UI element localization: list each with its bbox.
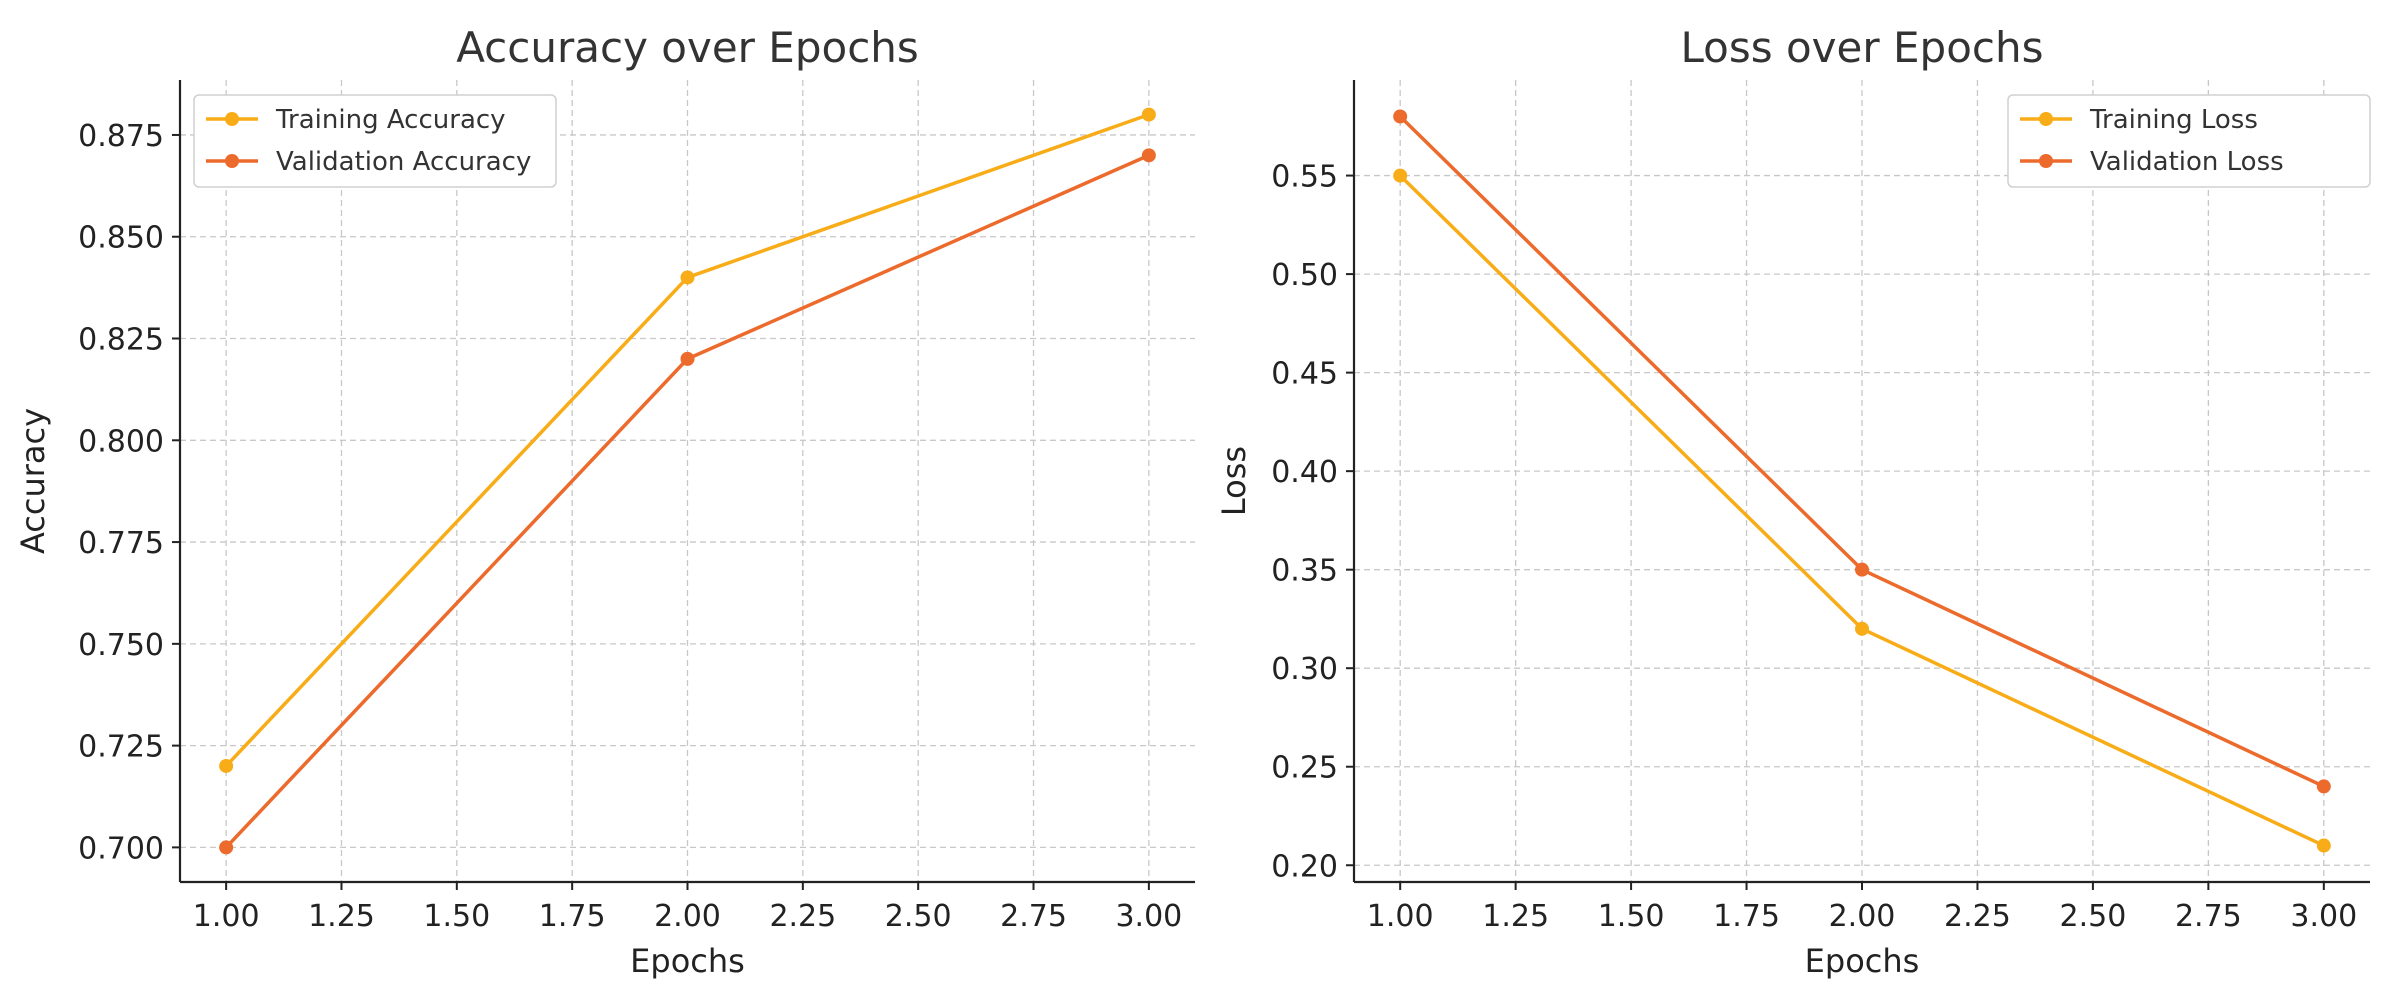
accuracy-chart-x-tick-label: 1.25 bbox=[308, 899, 375, 934]
loss-chart-y-tick-label: 0.40 bbox=[1271, 455, 1338, 490]
loss-chart-y-tick-label: 0.55 bbox=[1271, 160, 1338, 195]
accuracy-chart-x-tick-label: 2.50 bbox=[885, 899, 952, 934]
accuracy-chart-point bbox=[680, 270, 695, 285]
loss-chart-legend-label: Validation Loss bbox=[2090, 147, 2284, 177]
accuracy-chart-legend-label: Training Accuracy bbox=[275, 105, 506, 135]
accuracy-chart-y-tick-label: 0.725 bbox=[78, 730, 164, 765]
accuracy-chart-y-axis-label: Accuracy bbox=[14, 408, 52, 554]
accuracy-chart-y-tick-label: 0.700 bbox=[78, 831, 164, 866]
loss-chart-y-tick-label: 0.50 bbox=[1271, 258, 1338, 293]
accuracy-chart-legend-marker bbox=[225, 112, 239, 126]
loss-chart-legend-label: Training Loss bbox=[2089, 105, 2258, 135]
loss-chart-legend-box bbox=[2007, 94, 2371, 188]
accuracy-chart-legend-box bbox=[193, 94, 557, 188]
loss-chart-legend: Training Loss Validation Loss bbox=[2007, 94, 2371, 188]
loss-chart-x-tick-label: 1.00 bbox=[1367, 899, 1434, 934]
loss-chart-x-tick-label: 3.00 bbox=[2290, 899, 2357, 934]
loss-chart-x-tick-label: 2.25 bbox=[1944, 899, 2011, 934]
accuracy-chart-y-tick-label: 0.825 bbox=[78, 323, 164, 358]
loss-chart-point bbox=[1393, 109, 1408, 124]
loss-chart-legend-marker bbox=[2039, 112, 2053, 126]
accuracy-chart-point bbox=[1141, 107, 1156, 122]
loss-chart-x-axis-label: Epochs bbox=[1805, 942, 1920, 980]
loss-chart-point bbox=[2316, 838, 2331, 853]
loss-chart-y-axis-label: Loss bbox=[1215, 446, 1253, 516]
accuracy-chart-x-axis-label: Epochs bbox=[630, 942, 745, 980]
accuracy-chart-legend-label: Validation Accuracy bbox=[276, 147, 531, 177]
loss-chart-point bbox=[1393, 168, 1408, 183]
accuracy-chart-y-tick-label: 0.850 bbox=[78, 221, 164, 256]
accuracy-chart-x-tick-label: 1.50 bbox=[423, 899, 490, 934]
loss-chart-y-tick-label: 0.25 bbox=[1271, 751, 1338, 786]
loss-chart-y-tick-label: 0.30 bbox=[1271, 652, 1338, 687]
accuracy-chart-point bbox=[219, 840, 234, 855]
accuracy-chart-y-tick-label: 0.800 bbox=[78, 424, 164, 459]
loss-chart-title: Loss over Epochs bbox=[1681, 23, 2044, 72]
accuracy-chart-legend: Training Accuracy Validation Accuracy bbox=[193, 94, 557, 188]
accuracy-chart-title: Accuracy over Epochs bbox=[456, 23, 919, 72]
loss-chart-x-tick-label: 2.00 bbox=[1829, 899, 1896, 934]
accuracy-chart-y-tick-label: 0.775 bbox=[78, 526, 164, 561]
accuracy-chart-x-tick-label: 2.75 bbox=[1000, 899, 1067, 934]
accuracy-chart-x-tick-label: 2.00 bbox=[654, 899, 721, 934]
accuracy-chart-x-tick-label: 3.00 bbox=[1115, 899, 1182, 934]
accuracy-chart-y-tick-label: 0.875 bbox=[78, 119, 164, 154]
loss-chart-x-tick-label: 1.25 bbox=[1482, 899, 1549, 934]
loss-chart-x-tick-label: 2.75 bbox=[2175, 899, 2242, 934]
loss-chart-x-tick-label: 1.75 bbox=[1713, 899, 1780, 934]
accuracy-chart-y-tick-label: 0.750 bbox=[78, 628, 164, 663]
accuracy-chart-point bbox=[680, 351, 695, 366]
loss-chart-x-tick-label: 1.50 bbox=[1598, 899, 1665, 934]
accuracy-chart-point bbox=[219, 758, 234, 773]
accuracy-chart-x-tick-label: 1.75 bbox=[539, 899, 606, 934]
loss-chart-y-tick-label: 0.20 bbox=[1271, 849, 1338, 884]
loss-chart-point bbox=[1855, 562, 1869, 577]
loss-chart-point bbox=[1855, 621, 1869, 636]
accuracy-chart-x-tick-label: 2.25 bbox=[769, 899, 836, 934]
accuracy-chart-x-tick-label: 1.00 bbox=[193, 899, 260, 934]
accuracy-chart-legend-marker bbox=[225, 154, 239, 168]
loss-chart-legend-marker bbox=[2039, 154, 2053, 168]
loss-chart-point bbox=[2316, 779, 2331, 794]
accuracy-chart: 1.00 1.25 1.50 1.75 2.00 2.25 2.50 2.75 3.00 0.70… bbox=[14, 23, 1195, 980]
loss-chart-x-tick-label: 2.50 bbox=[2060, 899, 2127, 934]
loss-chart-y-tick-label: 0.45 bbox=[1271, 357, 1338, 392]
accuracy-chart-point bbox=[1141, 148, 1156, 163]
loss-chart-y-tick-label: 0.35 bbox=[1271, 554, 1338, 589]
loss-chart: 1.00 1.25 1.50 1.75 2.00 2.25 2.50 2.75 3.00 0.20… bbox=[1215, 23, 2371, 980]
